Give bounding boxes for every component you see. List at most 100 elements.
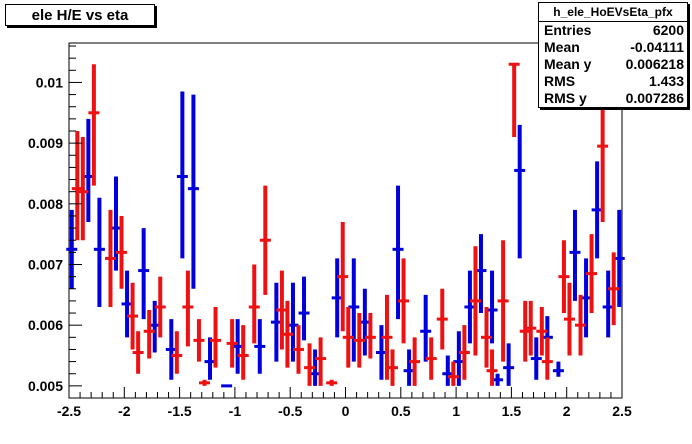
- series-1: [66, 91, 625, 388]
- y-tick-label: 0.005: [28, 378, 63, 394]
- chart-title: ele H/E vs eta: [5, 4, 155, 26]
- data-point: [116, 215, 128, 289]
- data-point: [387, 349, 399, 386]
- data-point: [497, 240, 509, 362]
- stats-row-mean: Mean -0.04111: [539, 39, 687, 56]
- data-point: [469, 246, 481, 356]
- data-point: [514, 124, 526, 259]
- data-point: [392, 185, 404, 320]
- x-tick-label: -0.5: [278, 403, 302, 419]
- stats-label: RMS y: [544, 90, 587, 106]
- stats-box: h_ele_HoEVsEta_pfx Entries 6200 Mean -0.…: [538, 2, 688, 108]
- stats-label: Mean y: [544, 56, 592, 72]
- data-point: [481, 306, 493, 368]
- x-tick-label: 0.5: [391, 403, 411, 419]
- data-point: [458, 325, 470, 380]
- data-point: [342, 306, 354, 368]
- data-point: [508, 62, 520, 138]
- data-point: [132, 331, 144, 374]
- data-point: [608, 252, 620, 326]
- x-tick-label: 0: [342, 403, 350, 419]
- data-point: [281, 300, 293, 368]
- data-point: [88, 64, 100, 186]
- data-point: [552, 361, 564, 377]
- data-point: [541, 337, 553, 380]
- stats-label: Entries: [544, 22, 592, 38]
- stats-value: 0.006218: [625, 56, 684, 72]
- data-point: [193, 319, 205, 362]
- data-point: [409, 337, 421, 386]
- data-point: [171, 331, 183, 374]
- data-point: [558, 240, 570, 314]
- stats-value: -0.04111: [630, 39, 684, 55]
- stats-label: Mean: [544, 39, 580, 55]
- data-point: [226, 319, 238, 368]
- data-point: [292, 325, 304, 374]
- stats-row-entries: Entries 6200: [539, 22, 687, 39]
- data-point: [447, 361, 459, 386]
- data-point: [315, 337, 327, 386]
- data-point: [187, 94, 199, 289]
- data-point: [259, 185, 271, 295]
- y-tick-label: 0.006: [28, 317, 63, 333]
- data-point: [503, 343, 515, 386]
- x-tick-label: -2.5: [57, 403, 81, 419]
- data-point: [575, 294, 587, 356]
- data-point: [304, 343, 316, 386]
- data-point: [154, 276, 166, 338]
- data-point: [127, 282, 139, 350]
- y-tick-label: 0.009: [28, 135, 63, 151]
- data-point: [337, 222, 349, 332]
- data-point: [237, 325, 249, 380]
- stats-value: 0.007286: [625, 90, 684, 106]
- data-point: [436, 288, 448, 350]
- data-point: [326, 379, 338, 386]
- data-point: [525, 300, 537, 356]
- data-point: [569, 209, 581, 301]
- data-point: [138, 228, 150, 320]
- stats-value: 1.433: [648, 73, 684, 89]
- data-point: [210, 306, 222, 368]
- y-tick-label: 0.01: [36, 74, 63, 90]
- stats-label: RMS: [544, 73, 576, 89]
- stats-histogram-name: h_ele_HoEVsEta_pfx: [539, 3, 687, 22]
- data-point: [198, 379, 210, 386]
- stats-value: 6200: [652, 22, 684, 38]
- data-point: [420, 294, 432, 362]
- data-point: [182, 270, 194, 347]
- data-point: [364, 313, 376, 359]
- stats-row-mean-y: Mean y 0.006218: [539, 56, 687, 73]
- x-tick-label: 1.5: [502, 403, 522, 419]
- data-point: [536, 306, 548, 356]
- data-point: [254, 319, 266, 374]
- data-point: [563, 282, 575, 356]
- x-tick-label: -1.5: [168, 403, 192, 419]
- data-point: [425, 337, 437, 380]
- data-point: [530, 337, 542, 380]
- data-point: [66, 209, 78, 289]
- data-point: [77, 137, 89, 241]
- stats-row-rms-y: RMS y 0.007286: [539, 90, 687, 107]
- data-point: [104, 209, 116, 307]
- data-point: [93, 197, 105, 307]
- x-tick-label: 1: [452, 403, 460, 419]
- chart-title-text: ele H/E vs eta: [31, 6, 129, 24]
- x-tick-label: -2: [118, 403, 131, 419]
- data-point: [143, 310, 155, 359]
- y-tick-label: 0.008: [28, 196, 63, 212]
- stats-row-rms: RMS 1.433: [539, 73, 687, 90]
- data-point: [353, 313, 365, 368]
- data-point: [176, 91, 188, 259]
- y-tick-label: 0.007: [28, 256, 63, 272]
- data-point: [586, 234, 598, 314]
- x-tick-label: 2.5: [612, 403, 632, 419]
- series-2: [71, 62, 620, 386]
- data-point: [298, 276, 310, 341]
- data-point: [248, 264, 260, 344]
- x-tick-label: -1: [229, 403, 242, 419]
- data-point: [398, 258, 410, 344]
- data-point: [381, 294, 393, 380]
- x-tick-label: 2: [563, 403, 571, 419]
- data-point: [486, 349, 498, 386]
